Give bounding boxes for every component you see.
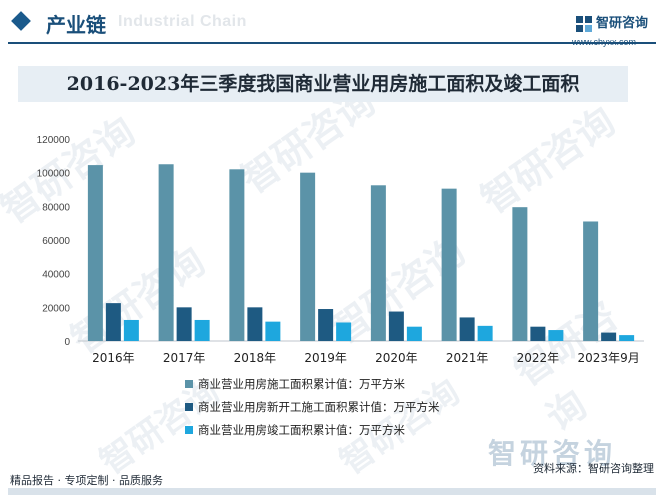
bar-series-1 (512, 207, 528, 341)
bar-series-1 (229, 169, 245, 341)
header-divider (8, 42, 656, 44)
bar-series-1 (300, 172, 316, 341)
bar-series-3 (548, 330, 564, 341)
x-tick-label: 2019年 (304, 351, 347, 365)
chart-title: 2016-2023年三季度我国商业营业用房施工面积及竣工面积 (66, 73, 580, 95)
bar-series-3 (265, 321, 281, 341)
bar-series-3 (477, 325, 493, 341)
bar-series-2 (247, 307, 263, 341)
y-tick-label: 120000 (37, 135, 71, 146)
bar-series-3 (336, 322, 352, 341)
bar-series-1 (583, 221, 599, 341)
footer: 资料来源：智研咨询整理 精品报告 · 专项定制 · 品质服务 (0, 458, 664, 501)
x-tick-label: 2017年 (163, 351, 206, 365)
x-tick-label: 2020年 (375, 351, 418, 365)
bar-chart: 0 20000 40000 60000 80000 100000 120000 2016年 20… (37, 135, 644, 437)
x-tick-label: 2018年 (234, 351, 277, 365)
x-tick-label: 2023年9月 (578, 351, 640, 365)
bar-series-2 (388, 311, 404, 341)
legend-label: 商业营业用房新开工施工面积累计值：万平方米 (198, 400, 440, 414)
y-tick-label: 20000 (42, 303, 70, 314)
brand-name: 智研咨询 (596, 16, 649, 31)
x-tick-label: 2021年 (446, 351, 489, 365)
bar-series-2 (459, 317, 475, 341)
footer-services: 精品报告 · 专项定制 · 品质服务 (10, 474, 163, 487)
legend-swatch (185, 380, 193, 388)
bar-series-1 (441, 188, 457, 341)
legend-label: 商业营业用房施工面积累计值：万平方米 (198, 377, 405, 391)
footer-bar (8, 488, 656, 495)
source-note: 资料来源：智研咨询整理 (533, 462, 654, 475)
header: Industrial Chain 产业链 智研咨询 www.chyxx.com (0, 0, 664, 48)
legend-label: 商业营业用房竣工面积累计值：万平方米 (198, 423, 405, 437)
header-ghost-text: Industrial Chain (118, 13, 247, 30)
brand-logo-icon (576, 16, 592, 32)
chart-title-band: 2016-2023年三季度我国商业营业用房施工面积及竣工面积 (18, 66, 628, 102)
y-tick-label: 60000 (42, 236, 70, 247)
bar-series-3 (406, 326, 422, 341)
legend-swatch (185, 403, 193, 411)
bar-series-2 (530, 326, 546, 341)
y-tick-label: 0 (64, 337, 70, 348)
y-tick-label: 80000 (42, 202, 70, 213)
bar-series-3 (123, 319, 139, 341)
y-tick-label: 40000 (42, 270, 70, 281)
bar-series-1 (158, 164, 174, 341)
bar-series-2 (318, 309, 334, 341)
bar-series-3 (194, 319, 210, 341)
bar-series-2 (601, 332, 617, 341)
bar-series-1 (87, 165, 103, 341)
bar-series-3 (619, 335, 635, 341)
legend-swatch (185, 426, 193, 434)
bar-series-2 (105, 303, 121, 341)
section-title: 产业链 (46, 13, 106, 37)
bar-series-2 (176, 307, 192, 341)
bar-series-1 (370, 185, 386, 341)
x-tick-label: 2016年 (92, 351, 135, 365)
y-tick-label: 100000 (37, 169, 71, 180)
footer-brand-mark: 智研咨询 (488, 437, 617, 470)
x-tick-label: 2022年 (517, 351, 560, 365)
